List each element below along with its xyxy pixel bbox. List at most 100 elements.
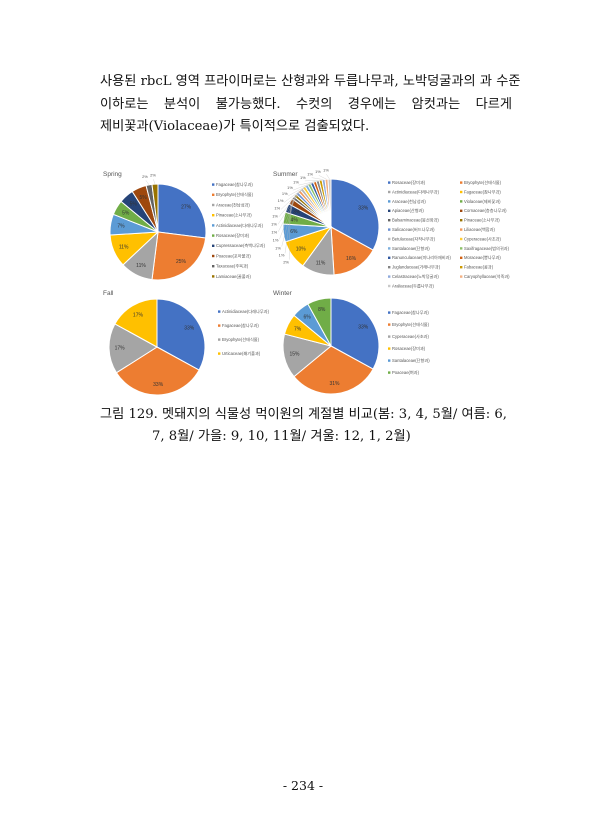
data-label: 1% [271,230,277,235]
data-label: 2% [142,174,148,179]
leader-line [318,175,327,180]
leader-line [280,185,307,210]
legend-swatch [212,214,215,217]
pie-slice [156,298,206,371]
legend-entry: Araceae(천남성과) [392,198,426,205]
body-paragraph: 사용된 rbcL 영역 프라이머로는 산형과와 두릅나무과, 노박덩굴과의 과 … [100,71,521,139]
legend-entry: Taxaceae(주목과) [216,263,249,270]
legend-entry: Celastraceae(노박덩굴과) [392,273,439,280]
legend-entry: Rosaceae(장미과) [216,232,250,239]
legend-swatch [212,244,215,247]
body-line: 사용된 rbcL 영역 프라이머로는 산형과와 두릅나무과, 노박덩굴과의 과 … [100,74,521,89]
legend-entry: Poaceae(벼과) [392,369,420,376]
legend-swatch [388,371,391,374]
legend-swatch [460,266,463,269]
data-label: 17% [115,346,126,352]
legend-entry: Betulaceae(자작나무과) [392,235,436,242]
legend-swatch [388,275,391,278]
leader-line [298,180,318,186]
legend-entry: Moraceae(뽕나무과) [464,254,501,261]
data-label: 27% [181,205,192,211]
legend-swatch [460,228,463,231]
legend-swatch [388,190,391,194]
data-label: 33% [358,324,369,330]
legend-swatch [212,193,215,196]
legend-entry: Poaceae(포아풀과) [216,252,251,259]
legend-entry: Pinaceae(소나무과) [464,217,500,224]
body-line: 이하로는 분석이 불가능했다. 수컷의 경우에는 암컷과는 다르게 [100,96,512,112]
data-label: 1% [271,221,277,226]
legend-swatch [388,256,391,259]
chart-spring: Spring 27% 25% 11% 11% 7% 5% 5% 5% 2% 2% Fagaceae(… [100,168,270,283]
legend-swatch [388,237,391,241]
figure-caption: 그림 129. 멧돼지의 식물성 먹이원의 계절별 비교(봄: 3, 4, 5월… [100,404,520,448]
legend-swatch [388,359,391,362]
leader-line [283,184,310,203]
legend-entry: Araliaceae(두릅나무과) [392,282,434,289]
pie-slice [327,178,332,228]
data-label: 11% [136,263,146,269]
legend-entry: Caryophyllaceae(석죽과) [464,273,510,280]
data-label: 3% [293,210,301,216]
pie-slice [330,226,374,276]
data-label: 33% [184,325,195,331]
pie-slice [151,231,207,281]
legend-swatch [388,347,391,350]
data-label: 2% [150,173,156,178]
data-label: 5% [122,210,130,216]
pie-slice [293,345,374,395]
legend-swatch [212,203,215,207]
data-label: 1% [300,175,306,180]
data-label: 15% [289,352,300,358]
legend-swatch [388,228,391,231]
legend-entry: Liliaceae(백합과) [464,226,495,233]
legend-swatch [460,256,463,259]
data-label: 11% [119,244,129,250]
legend-swatch [212,275,215,278]
data-label: 8% [318,307,326,313]
legend-entry: Actinidiaceae(다래나무과) [392,188,440,195]
legend-entry: Fagaceae(참나무과) [216,181,253,188]
legend-entry: Santalaceae(단향과) [392,357,430,364]
data-label: 1% [315,169,321,174]
legend-entry: Cupressaceae(측백나무과) [216,242,266,249]
data-label: 7% [294,327,302,333]
legend-entry: Rosaceae(장미과) [392,345,426,352]
legend-entry: Juglandaceae(가래나무과) [392,264,441,271]
legend-swatch [218,324,221,327]
leader-line [287,182,313,197]
legend-entry: Actinidiaceae(다래나무과) [216,222,264,229]
legend-entry: Fabaceae(콩과) [464,264,494,271]
pie-chart: 33%16%11%10%6%4%3%2%1%1%1%1%1%1%1%1%1%1%… [271,168,510,290]
legend-swatch [388,284,391,288]
caption-line-1: 그림 129. 멧돼지의 식물성 먹이원의 계절별 비교(봄: 3, 4, 5월… [100,407,507,422]
data-label: 31% [330,381,341,387]
legend-swatch [460,209,463,212]
legend-entry: Violaceae(제비꽃과) [464,198,501,205]
legend-swatch [460,237,463,241]
chart-title: Summer [273,171,298,178]
page-number: - 234 - [282,778,324,793]
legend-swatch [460,190,463,194]
legend-swatch [388,181,391,184]
legend-swatch [218,310,221,313]
legend-entry: Rosaceae(장미과) [392,179,426,186]
data-label: 4% [291,217,299,223]
leader-line [278,187,305,217]
legend-entry: Urticaceae(쐐기풀과) [222,350,261,357]
data-label: 33% [358,205,369,211]
legend-swatch [388,219,391,222]
data-label: 1% [287,185,293,190]
chart-winter: Winter 33% 31% 15% 7% 6% 8% Fagaceae(참나무과) Bryo… [270,288,440,400]
legend-entry: Araceae(천남성과) [216,201,250,208]
chart-title: Fall [103,290,114,297]
chart-fall: Fall 33% 33% 17% 17% Actinidiaceae(다래나무과) Fag… [100,288,270,400]
legend-entry: Fagaceae(참나무과) [464,188,501,195]
data-label: 10% [296,247,307,253]
legend-entry: Fagaceae(참나무과) [222,322,259,329]
data-label: 1% [273,238,279,243]
leader-line [153,179,156,185]
legend-entry: Bryophyte(선태식물) [216,191,254,198]
pie-slice [157,183,207,239]
